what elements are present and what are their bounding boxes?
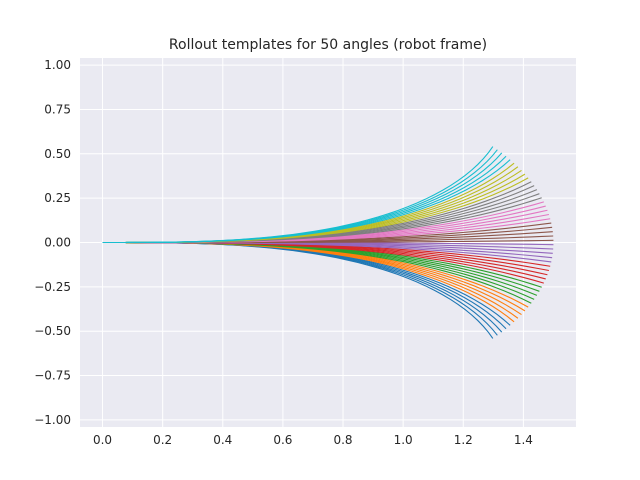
y-tick-label: 0.00: [44, 236, 71, 250]
grid-lines: [80, 58, 576, 427]
rollout-line: [102, 146, 494, 244]
x-tick-label: 0.4: [213, 433, 232, 447]
y-tick-label: 0.25: [44, 191, 71, 205]
x-tick-label: 0.6: [273, 433, 292, 447]
x-tick-label: 0.8: [333, 433, 352, 447]
y-tick-label: −1.00: [34, 413, 71, 427]
y-tick-label: 0.50: [44, 147, 71, 161]
y-tick-label: −0.75: [34, 369, 71, 383]
y-tick-label: 0.75: [44, 102, 71, 116]
x-tick-label: 1.4: [514, 433, 533, 447]
x-axis: 0.0 0.2 0.4 0.6 0.8 1.0 1.2 1.4: [93, 433, 533, 447]
y-tick-label: −0.25: [34, 280, 71, 294]
y-tick-label: −0.50: [34, 324, 71, 338]
y-axis: 1.00 0.75 0.50 0.25 0.00 −0.25 −0.50 −0.75 −1.00: [34, 58, 71, 427]
series-group: [102, 146, 554, 339]
x-tick-label: 1.0: [394, 433, 413, 447]
x-tick-label: 0.0: [93, 433, 112, 447]
y-tick-label: 1.00: [44, 58, 71, 72]
chart-title: Rollout templates for 50 angles (robot f…: [169, 37, 487, 53]
x-tick-label: 1.2: [454, 433, 473, 447]
x-tick-label: 0.2: [153, 433, 172, 447]
